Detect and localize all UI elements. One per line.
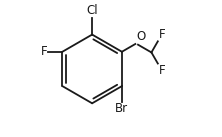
Text: O: O (136, 30, 145, 43)
Text: F: F (41, 45, 48, 58)
Text: F: F (159, 28, 165, 41)
Text: Cl: Cl (86, 4, 98, 17)
Text: F: F (159, 64, 165, 77)
Text: Br: Br (115, 102, 129, 115)
